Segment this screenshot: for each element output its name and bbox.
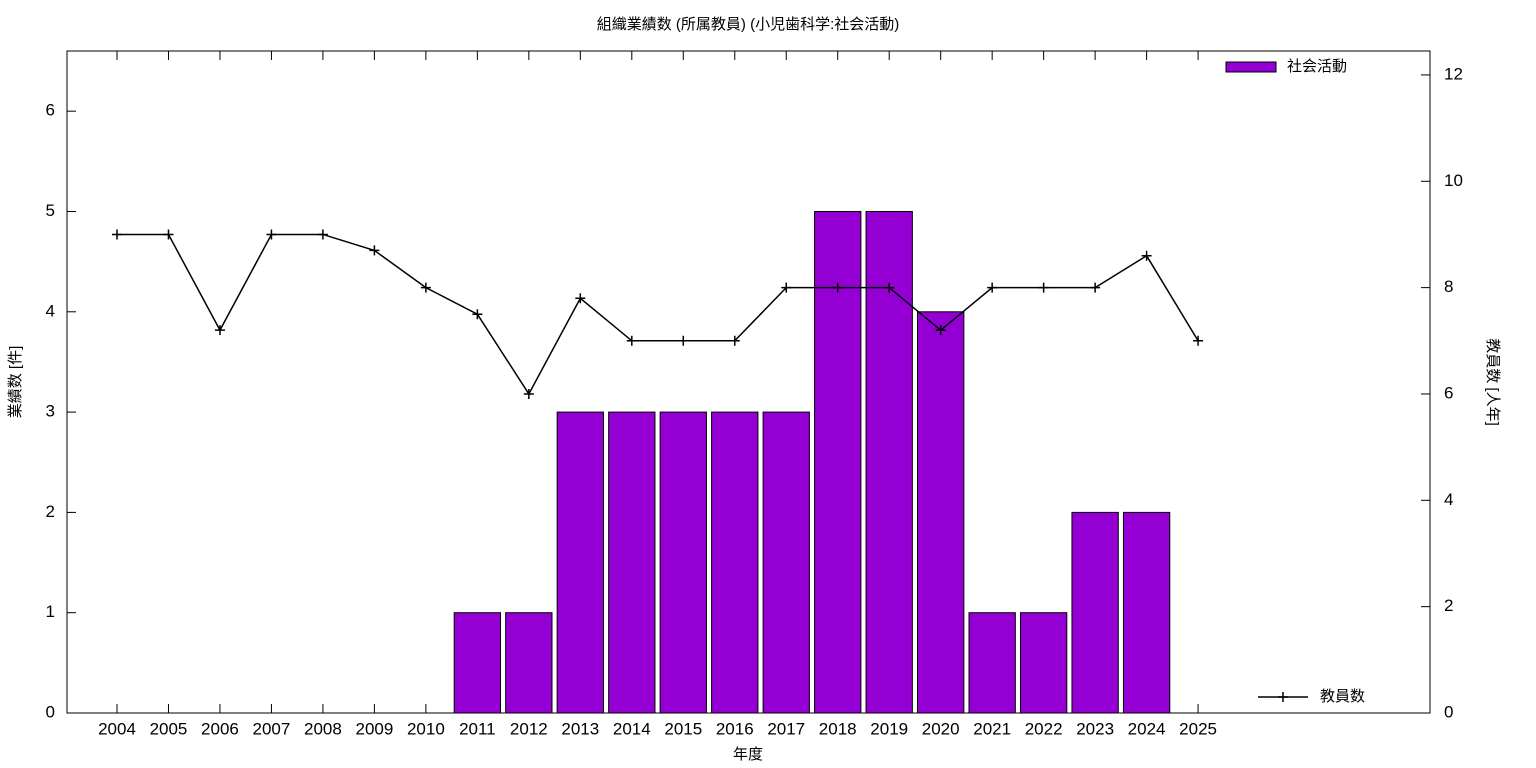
- legend-marker: [1278, 692, 1288, 702]
- bar: [711, 411, 759, 714]
- bar: [865, 210, 913, 714]
- x-tick-label: 2007: [253, 719, 291, 738]
- y-tick-label: 2: [46, 502, 55, 521]
- line: [117, 233, 1199, 396]
- bar: [814, 210, 862, 714]
- point-marker: [1090, 282, 1101, 293]
- y2-tick-label: 6: [1444, 383, 1453, 402]
- y-tick-label: 5: [46, 201, 55, 220]
- legend-swatch: [1225, 61, 1277, 73]
- point-marker: [163, 229, 174, 240]
- bar: [762, 411, 810, 714]
- point-marker: [112, 229, 122, 240]
- point-marker: [1141, 250, 1152, 261]
- point-marker: [369, 245, 380, 256]
- legend-label: 社会活動: [1287, 58, 1347, 75]
- point-marker: [1038, 282, 1049, 293]
- bar: [453, 612, 502, 714]
- point-marker: [832, 282, 843, 293]
- x-tick-label: 2010: [407, 719, 445, 738]
- bar: [659, 411, 707, 714]
- bar: [1019, 612, 1068, 714]
- point-marker: [626, 335, 637, 346]
- bar: [1071, 511, 1119, 714]
- y2-tick-label: 8: [1444, 277, 1453, 296]
- point-marker: [781, 282, 792, 293]
- bar: [1122, 511, 1171, 714]
- point-marker: [266, 229, 277, 240]
- x-tick-label: 2016: [716, 719, 754, 738]
- bar: [608, 411, 656, 714]
- point-marker: [987, 282, 998, 293]
- point-marker: [1193, 335, 1204, 346]
- x-axis-label: 年度: [733, 746, 763, 763]
- bar: [917, 311, 965, 714]
- chart-title: 組織業績数 (所属教員) (小児歯科学:社会活動): [597, 16, 900, 33]
- x-tick-label: 2018: [819, 719, 857, 738]
- x-tick-label: 2005: [150, 719, 188, 738]
- point-marker: [214, 325, 225, 336]
- bar: [968, 612, 1016, 714]
- x-tick-label: 2023: [1076, 719, 1114, 738]
- x-tick-label: 2004: [98, 719, 136, 738]
- x-tick-label: 2008: [304, 719, 342, 738]
- x-tick-label: 2006: [201, 719, 239, 738]
- point-marker: [575, 293, 586, 304]
- y2-tick-label: 0: [1444, 702, 1453, 721]
- x-tick-label: 2019: [870, 719, 908, 738]
- y2-axis-label: 教員数 [人年]: [1484, 338, 1501, 426]
- x-tick-label: 2021: [973, 719, 1011, 738]
- x-tick-label: 2012: [510, 719, 548, 738]
- bar: [556, 411, 604, 714]
- x-tick-label: 2022: [1025, 719, 1063, 738]
- y2-tick-label: 4: [1444, 490, 1453, 509]
- y-tick-label: 0: [46, 702, 55, 721]
- x-tick-label: 2025: [1179, 719, 1217, 738]
- y-tick-label: 3: [46, 402, 55, 421]
- legend-label: 教員数: [1320, 688, 1365, 705]
- y-tick-label: 4: [46, 301, 55, 320]
- y2-tick-label: 2: [1444, 596, 1453, 615]
- y-tick-label: 6: [46, 101, 55, 120]
- y2-tick-label: 12: [1444, 64, 1463, 83]
- y2-tick-label: 10: [1444, 171, 1463, 190]
- x-tick-label: 2024: [1128, 719, 1166, 738]
- x-tick-label: 2014: [613, 719, 651, 738]
- x-tick-label: 2009: [355, 719, 393, 738]
- x-tick-label: 2013: [561, 719, 599, 738]
- point-marker: [884, 282, 895, 293]
- bar: [505, 612, 553, 714]
- point-marker: [935, 325, 946, 336]
- point-marker: [678, 335, 689, 346]
- point-marker: [317, 229, 328, 240]
- point-marker: [420, 282, 431, 293]
- x-tick-label: 2015: [664, 719, 702, 738]
- point-marker: [523, 388, 534, 399]
- y-axis-label: 業績数 [件]: [7, 346, 24, 419]
- point-marker: [472, 309, 483, 320]
- x-tick-label: 2017: [767, 719, 805, 738]
- x-tick-label: 2020: [922, 719, 960, 738]
- point-marker: [729, 335, 740, 346]
- x-tick-label: 2011: [459, 719, 496, 738]
- y-tick-label: 1: [46, 602, 55, 621]
